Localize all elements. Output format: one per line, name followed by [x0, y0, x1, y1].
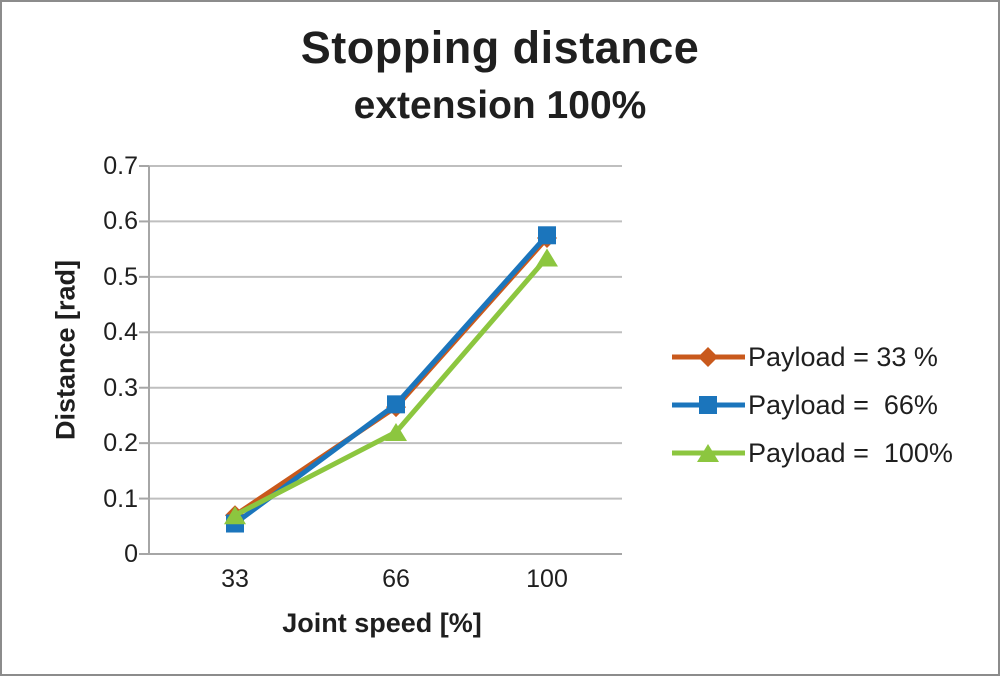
series-marker-square — [699, 396, 717, 414]
legend-item: Payload = 100% — [672, 429, 953, 477]
y-tick-label: 0.6 — [103, 207, 138, 236]
series-marker-square — [538, 226, 556, 245]
series-marker-diamond — [698, 347, 718, 367]
x-axis-title: Joint speed [%] — [282, 608, 482, 638]
y-tick-label: 0.4 — [103, 318, 138, 347]
chart-subtitle: extension 100% — [353, 84, 647, 127]
x-tick-label: 33 — [221, 565, 249, 593]
series-marker-square — [387, 395, 405, 414]
series-marker-triangle — [697, 444, 719, 462]
legend-item-label: Payload = 33 % — [748, 341, 938, 372]
legend-item: Payload = 66% — [672, 381, 953, 429]
x-tick-label: 100 — [526, 565, 568, 593]
series-line — [232, 255, 550, 518]
legend-item: Payload = 33 % — [672, 333, 953, 381]
y-tick-label: 0 — [124, 540, 138, 568]
legend: Payload = 33 % Payload = 66% Payload = 1… — [672, 333, 953, 477]
legend-item-label: Payload = 100% — [748, 437, 953, 468]
series-marker-triangle — [385, 423, 407, 442]
series-marker-triangle — [536, 248, 558, 267]
y-tick-label: 0.2 — [103, 429, 138, 458]
y-tick-label: 0.7 — [103, 152, 138, 180]
series-line — [232, 235, 550, 518]
legend-marker-square-icon — [672, 396, 745, 414]
series-marker-triangle — [224, 506, 246, 525]
legend-marker-diamond-icon — [672, 347, 745, 367]
legend-marker-triangle-icon — [672, 444, 745, 462]
x-tick-label: 66 — [382, 565, 410, 593]
y-tick-label: 0.3 — [103, 373, 138, 402]
y-tick-label: 0.5 — [103, 262, 138, 291]
y-tick-label: 0.1 — [103, 484, 138, 513]
legend-item-label: Payload = 66% — [748, 389, 938, 420]
chart-title: Stopping distance — [300, 22, 700, 73]
series-line — [232, 232, 550, 526]
